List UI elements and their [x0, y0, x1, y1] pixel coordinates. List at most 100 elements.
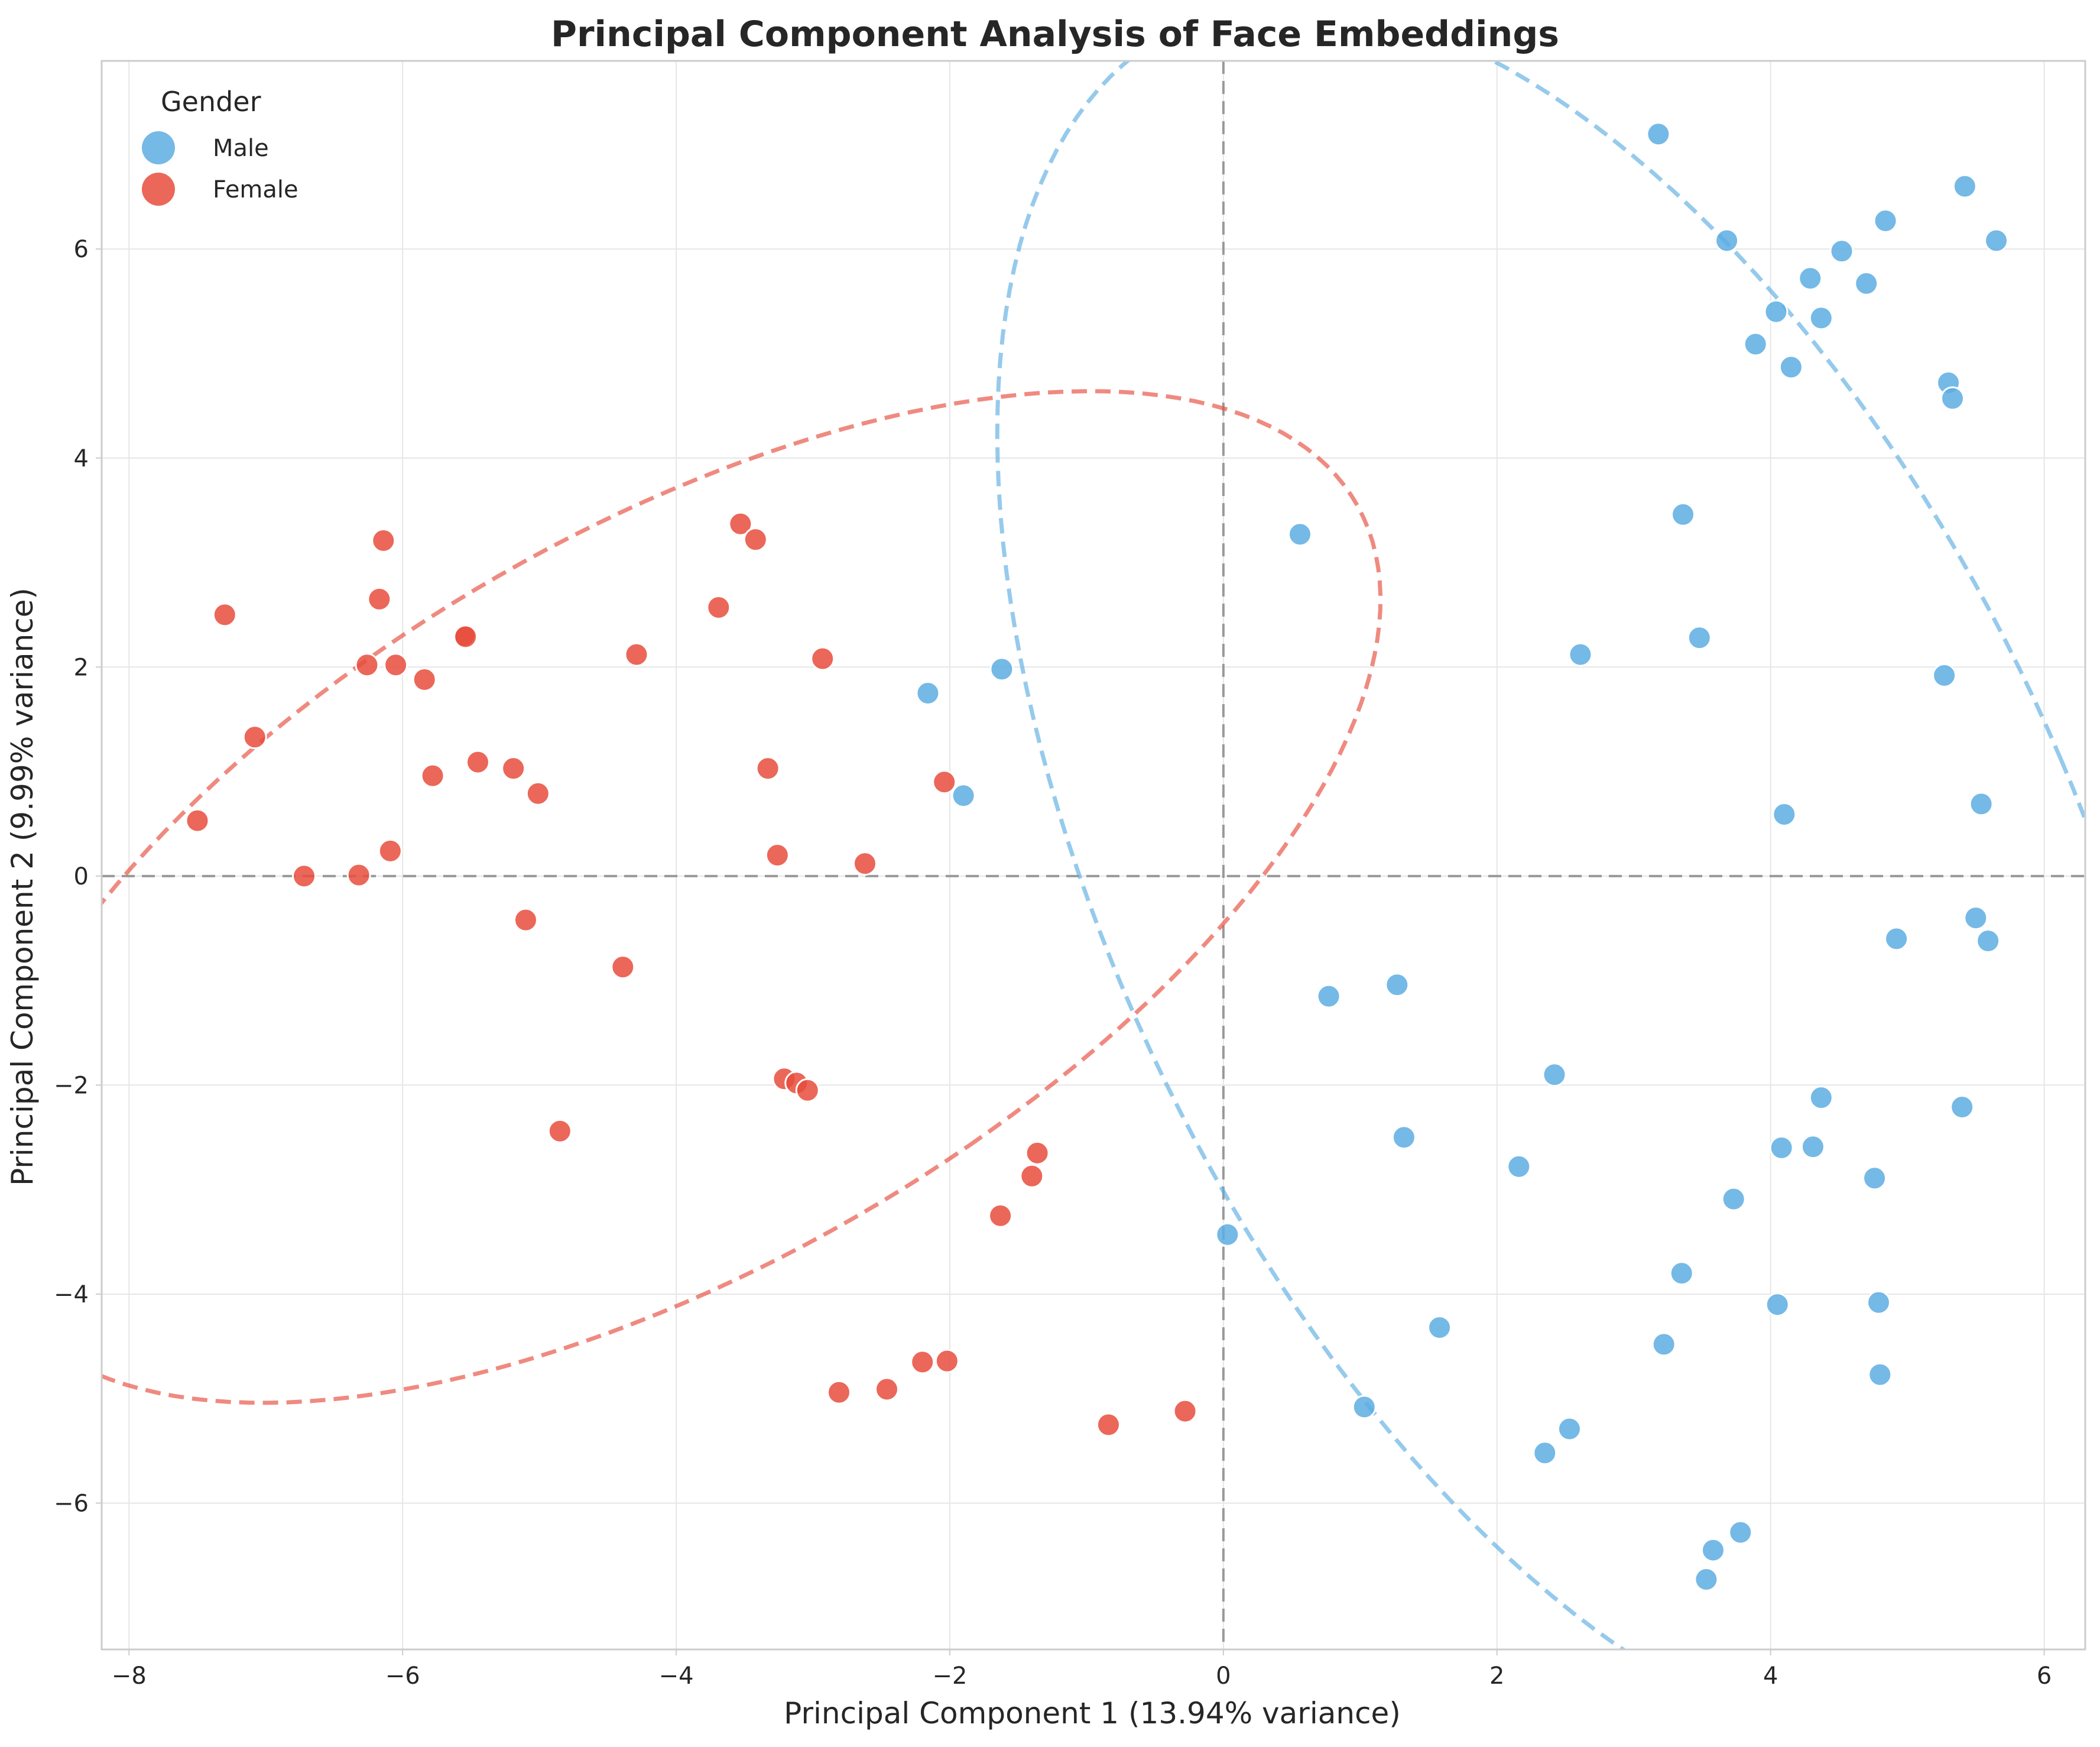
data-point-female [988, 1203, 1013, 1228]
data-point-male [1809, 1085, 1833, 1110]
data-point-female [810, 646, 835, 671]
data-point-female [624, 642, 649, 667]
x-tick-label: −8 [112, 1662, 147, 1690]
data-point-female [185, 808, 210, 833]
data-point-male [951, 783, 976, 808]
confidence-ellipse-female [102, 389, 1383, 1405]
data-point-male [1687, 625, 1712, 650]
confidence-ellipse-male [995, 61, 2085, 1649]
y-tick-label: 0 [74, 863, 89, 890]
data-point-female [292, 864, 317, 889]
data-point-male [1669, 1261, 1694, 1286]
data-point-female [755, 756, 780, 781]
data-point-male [1715, 228, 1739, 253]
x-tick-label: 4 [1763, 1662, 1778, 1690]
data-point-male [1542, 1062, 1567, 1087]
data-point-female [547, 1119, 572, 1143]
data-point-female [827, 1380, 852, 1405]
legend-marker-female [142, 173, 175, 206]
legend-label-female: Female [213, 176, 298, 203]
x-tick-label: 0 [1216, 1662, 1231, 1690]
data-point-female [1173, 1399, 1197, 1424]
y-tick-label: −2 [54, 1072, 89, 1099]
data-point-female [875, 1377, 900, 1402]
y-tick-label: 6 [74, 236, 89, 263]
data-point-female [242, 725, 267, 750]
data-point-male [1969, 792, 1994, 816]
chart-title: Principal Component Analysis of Face Emb… [551, 14, 1559, 55]
data-point-female [212, 602, 237, 627]
data-point-female [795, 1078, 820, 1103]
data-point-male [1385, 973, 1410, 997]
data-point-male [1427, 1315, 1452, 1340]
data-point-female [525, 781, 550, 806]
data-point-female [1096, 1412, 1121, 1437]
data-point-female [611, 955, 635, 980]
x-tick-label: 6 [2037, 1662, 2052, 1690]
data-point-male [1867, 1290, 1891, 1315]
data-point-male [1809, 306, 1833, 330]
data-point-male [1533, 1441, 1557, 1466]
data-point-male [1952, 174, 1977, 199]
data-point-male [1862, 1166, 1887, 1191]
data-point-female [378, 838, 403, 863]
data-point-female [465, 750, 490, 774]
data-point-male [1868, 1362, 1893, 1387]
data-point-female [346, 863, 371, 887]
data-point-male [1778, 355, 1803, 380]
data-point-male [1769, 1135, 1794, 1160]
data-point-female [1020, 1163, 1044, 1188]
data-point-female [420, 763, 445, 788]
data-point-female [910, 1350, 935, 1375]
data-point-female [513, 907, 538, 932]
data-point-female [355, 653, 379, 678]
data-point-male [1772, 802, 1797, 827]
data-point-female [743, 527, 768, 552]
x-tick-label: −6 [385, 1662, 420, 1690]
plot-area: −8 −6 −4 −2 0 2 4 6 −6 −4 −2 0 2 4 6 [54, 60, 2086, 1690]
data-point-male [1215, 1222, 1240, 1247]
data-point-male [1568, 642, 1593, 667]
data-point-male [1507, 1154, 1531, 1179]
data-point-male [1557, 1417, 1582, 1441]
data-point-female [371, 528, 396, 553]
data-point-male [1743, 332, 1768, 356]
x-tick-label: 2 [1489, 1662, 1504, 1690]
y-tick-label: −4 [54, 1281, 89, 1308]
data-point-male [1694, 1567, 1719, 1592]
data-point-male [1287, 522, 1312, 547]
legend-title: Gender [161, 86, 261, 118]
data-point-female [367, 586, 392, 611]
data-point-male [1651, 1332, 1676, 1357]
data-point-male [1316, 984, 1341, 1009]
y-tick-label: 2 [74, 654, 89, 681]
data-point-male [1646, 122, 1671, 147]
data-point-male [1932, 663, 1957, 688]
data-point-female [453, 624, 478, 649]
data-point-male [1950, 1095, 1975, 1120]
data-point-male [1391, 1125, 1416, 1150]
data-point-male [1873, 208, 1898, 233]
legend-marker-male [142, 131, 175, 164]
data-point-female [932, 770, 957, 795]
data-point-male [1798, 266, 1823, 291]
data-point-female [1025, 1140, 1050, 1165]
data-point-male [1829, 239, 1854, 264]
data-point-female [706, 595, 731, 620]
legend: Gender Male Female [142, 86, 298, 206]
data-point-male [1940, 386, 1965, 411]
data-point-female [765, 843, 790, 867]
data-point-male [1352, 1395, 1377, 1419]
data-point-female [384, 653, 408, 678]
data-point-male [1700, 1538, 1725, 1563]
data-point-male [1963, 906, 1988, 931]
legend-label-male: Male [213, 135, 269, 162]
data-point-male [1976, 928, 2001, 953]
x-tick-label: −2 [932, 1662, 967, 1690]
y-tick-label: 4 [74, 445, 89, 472]
data-point-male [989, 657, 1014, 682]
data-point-male [916, 680, 940, 705]
data-point-female [412, 667, 437, 692]
data-point-male [1854, 271, 1879, 296]
